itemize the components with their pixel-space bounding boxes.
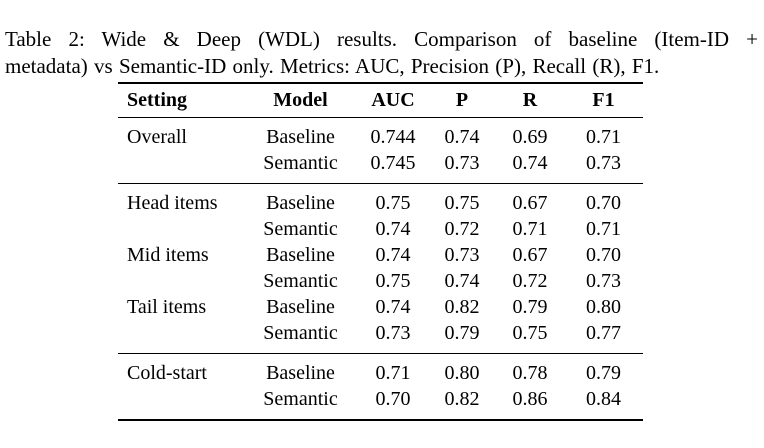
r-cell: 0.72 xyxy=(512,269,548,292)
p-cell: 0.82 xyxy=(444,295,480,318)
f1-cell: 0.80 xyxy=(586,295,621,318)
f1-cell: 0.73 xyxy=(586,151,621,174)
setting-cell: Mid items xyxy=(127,243,209,266)
r-cell: 0.78 xyxy=(512,361,548,384)
table-row-head-baseline: Head items Baseline 0.75 0.75 0.67 0.70 xyxy=(118,184,643,217)
r-cell: 0.67 xyxy=(512,191,548,214)
setting-cell: Cold-start xyxy=(127,361,207,384)
model-cell: Semantic xyxy=(263,321,338,344)
f1-cell: 0.70 xyxy=(586,191,621,214)
model-cell: Baseline xyxy=(266,191,335,214)
r-cell: 0.75 xyxy=(512,321,548,344)
results-table: Setting Model AUC P R F1 Overall Baselin… xyxy=(118,82,643,421)
f1-cell: 0.71 xyxy=(586,125,621,148)
p-cell: 0.82 xyxy=(444,387,480,410)
r-cell: 0.86 xyxy=(512,387,548,410)
p-cell: 0.79 xyxy=(444,321,480,344)
header-row: Setting Model AUC P R F1 xyxy=(118,83,643,118)
p-cell: 0.72 xyxy=(444,217,480,240)
auc-cell: 0.70 xyxy=(375,387,411,410)
p-cell: 0.80 xyxy=(444,361,480,384)
auc-cell: 0.744 xyxy=(370,125,416,148)
model-cell: Semantic xyxy=(263,387,338,410)
model-cell: Semantic xyxy=(263,269,338,292)
p-cell: 0.74 xyxy=(444,125,480,148)
setting-cell xyxy=(118,150,243,184)
model-cell: Baseline xyxy=(266,295,335,318)
auc-cell: 0.74 xyxy=(375,243,411,266)
r-cell: 0.69 xyxy=(512,125,548,148)
auc-cell: 0.74 xyxy=(375,217,411,240)
p-cell: 0.73 xyxy=(444,151,480,174)
setting-cell: Head items xyxy=(127,191,218,214)
table-row-coldstart-baseline: Cold-start Baseline 0.71 0.80 0.78 0.79 xyxy=(118,354,643,387)
caption-line-2: metadata) vs Semantic-ID only. Metrics: … xyxy=(5,54,660,78)
auc-cell: 0.745 xyxy=(370,151,416,174)
f1-cell: 0.79 xyxy=(586,361,621,384)
model-cell: Semantic xyxy=(263,151,338,174)
table-row-coldstart-semantic: Semantic 0.70 0.82 0.86 0.84 xyxy=(118,386,643,420)
table-row-mid-baseline: Mid items Baseline 0.74 0.73 0.67 0.70 xyxy=(118,242,643,268)
table-row-overall-semantic: Semantic 0.745 0.73 0.74 0.73 xyxy=(118,150,643,184)
caption-line-1: Table 2: Wide & Deep (WDL) results. Comp… xyxy=(5,27,758,51)
model-cell: Baseline xyxy=(266,125,335,148)
column-header-auc: AUC xyxy=(358,83,428,118)
table-header: Setting Model AUC P R F1 xyxy=(118,83,643,118)
p-cell: 0.73 xyxy=(444,243,480,266)
column-header-setting: Setting xyxy=(118,83,243,118)
setting-cell: Overall xyxy=(127,125,187,148)
group-item-buckets: Head items Baseline 0.75 0.75 0.67 0.70 … xyxy=(118,183,643,354)
column-header-model: Model xyxy=(243,83,358,118)
table-row-overall-baseline: Overall Baseline 0.744 0.74 0.69 0.71 xyxy=(118,118,643,151)
table-row-tail-semantic: Semantic 0.73 0.79 0.75 0.77 xyxy=(118,320,643,354)
f1-cell: 0.77 xyxy=(586,321,621,344)
setting-cell xyxy=(118,386,243,420)
r-cell: 0.79 xyxy=(512,295,548,318)
p-cell: 0.74 xyxy=(444,269,480,292)
setting-cell xyxy=(118,268,243,294)
column-header-f1: F1 xyxy=(564,83,643,118)
auc-cell: 0.75 xyxy=(375,269,411,292)
r-cell: 0.67 xyxy=(512,243,548,266)
column-header-r: R xyxy=(496,83,564,118)
group-cold-start: Cold-start Baseline 0.71 0.80 0.78 0.79 … xyxy=(118,353,643,421)
group-overall: Overall Baseline 0.744 0.74 0.69 0.71 Se… xyxy=(118,118,643,184)
table-row-head-semantic: Semantic 0.74 0.72 0.71 0.71 xyxy=(118,216,643,242)
setting-cell xyxy=(118,320,243,354)
auc-cell: 0.71 xyxy=(375,361,411,384)
f1-cell: 0.70 xyxy=(586,243,621,266)
setting-cell xyxy=(118,216,243,242)
r-cell: 0.71 xyxy=(512,217,548,240)
f1-cell: 0.73 xyxy=(586,269,621,292)
f1-cell: 0.84 xyxy=(586,387,621,410)
column-header-p: P xyxy=(428,83,496,118)
f1-cell: 0.71 xyxy=(586,217,621,240)
r-cell: 0.74 xyxy=(512,151,548,174)
auc-cell: 0.74 xyxy=(375,295,411,318)
setting-cell: Tail items xyxy=(127,295,207,318)
table-row-tail-baseline: Tail items Baseline 0.74 0.82 0.79 0.80 xyxy=(118,294,643,320)
table-caption: Table 2: Wide & Deep (WDL) results. Comp… xyxy=(5,26,758,80)
p-cell: 0.75 xyxy=(444,191,480,214)
model-cell: Baseline xyxy=(266,243,335,266)
model-cell: Baseline xyxy=(266,361,335,384)
auc-cell: 0.73 xyxy=(375,321,411,344)
model-cell: Semantic xyxy=(263,217,338,240)
table-row-mid-semantic: Semantic 0.75 0.74 0.72 0.73 xyxy=(118,268,643,294)
auc-cell: 0.75 xyxy=(375,191,411,214)
